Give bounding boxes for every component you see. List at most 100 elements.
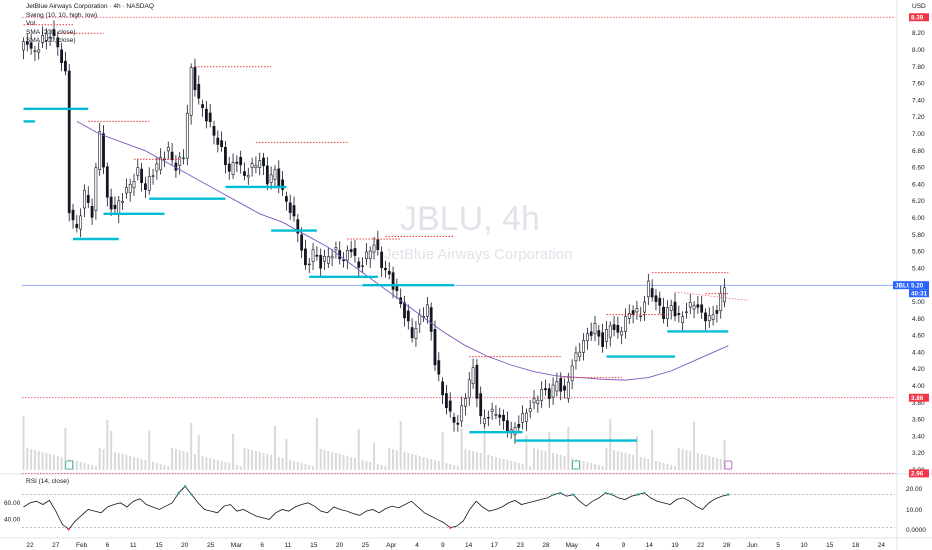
price-tick-label: 5.00 (912, 299, 925, 306)
candle-body (616, 324, 620, 333)
time-tick-label: 4 (415, 542, 419, 549)
volume-bar (567, 427, 570, 470)
price-badge-label: 8.39 (911, 15, 924, 22)
candle-body (406, 310, 410, 322)
volume-bar (277, 457, 280, 470)
volume-bar (106, 420, 109, 470)
volume-bar (380, 465, 383, 470)
candle-body (296, 219, 300, 234)
time-tick-label: 28 (542, 542, 550, 549)
indicator-swing[interactable]: Swing (10, 10, high, low) (26, 11, 98, 19)
price-tick-label: 6.80 (912, 148, 925, 155)
candle-body (711, 314, 715, 320)
candle-body (117, 200, 121, 215)
volume-bar (178, 450, 181, 470)
volume-bar (216, 460, 219, 470)
candle-body (692, 305, 696, 310)
volume-bar (113, 452, 116, 470)
candle-body (563, 385, 566, 391)
volume-bar (121, 454, 124, 470)
candle-body (715, 310, 719, 314)
volume-bar (331, 452, 334, 470)
volume-bar (586, 462, 589, 470)
volume-bar (418, 456, 421, 470)
candle-body (239, 156, 243, 166)
volume-bar (704, 455, 707, 470)
candle-body (204, 108, 208, 122)
time-tick-label: 22 (26, 542, 34, 549)
rsi-overbought-mark (559, 491, 562, 495)
candle-body (639, 315, 643, 318)
volume-bar (647, 459, 650, 470)
price-badge-label: 40:31 (911, 291, 928, 298)
volume-bar (681, 449, 684, 470)
volume-bar (79, 462, 82, 470)
rsi-overbought-mark (177, 491, 180, 495)
volume-bar (323, 450, 326, 470)
candle-body (532, 398, 536, 404)
volume-bar (247, 449, 250, 470)
candle-body (109, 196, 113, 210)
candle-body (471, 367, 475, 384)
volume-bar (49, 454, 52, 470)
price-badge-label: 2.96 (911, 471, 924, 478)
candle-body (673, 301, 677, 317)
candle-body (319, 255, 323, 269)
candle-body (155, 163, 159, 172)
time-tick-label: May (566, 542, 579, 549)
time-tick-label: 25 (362, 542, 370, 549)
candle-body (22, 41, 25, 51)
indicator-sma-100[interactable]: SMA (100, close) (26, 37, 76, 45)
volume-bar (285, 439, 288, 470)
time-tick-label: 19 (671, 542, 679, 549)
volume-bar (30, 449, 33, 470)
rsi-legend[interactable]: RSI (14, close) (26, 478, 69, 485)
volume-bar (677, 448, 680, 470)
volume-bar (449, 464, 452, 470)
volume-bar (613, 450, 616, 470)
volume-bar (384, 466, 387, 470)
volume-bar (437, 461, 440, 470)
volume-bar (460, 428, 463, 470)
indicator-vol[interactable]: Vol (26, 20, 36, 28)
time-tick-label: 9 (622, 542, 626, 549)
time-tick-label: 11 (285, 542, 292, 549)
candle-body (490, 408, 494, 412)
candle-body (631, 310, 635, 315)
candle-body (608, 325, 612, 338)
volume-bar (254, 451, 257, 470)
volume-bar (273, 426, 276, 470)
candle-body (334, 247, 338, 251)
candle-body (361, 265, 364, 267)
candle-body (696, 304, 700, 308)
candle-body (105, 166, 109, 198)
time-tick-label: 23 (517, 542, 525, 549)
price-tick-label: 7.40 (912, 97, 925, 104)
volume-bar (654, 461, 657, 470)
candle-body (227, 163, 231, 172)
price-tick-label: 5.80 (912, 232, 925, 239)
candle-body (582, 340, 585, 353)
candle-body (433, 329, 437, 366)
watermark-name: JetBlue Airways Corporation (384, 246, 573, 263)
price-tick-label: 7.60 (912, 81, 925, 88)
volume-bar (502, 459, 505, 470)
candle-body (513, 426, 517, 435)
price-tick-label: 7.00 (912, 131, 925, 138)
symbol-line[interactable]: JetBlue Airways Corporation · 4h · NASDA… (26, 3, 154, 10)
volume-bar (296, 462, 299, 470)
candle-body (669, 305, 673, 311)
candle-body (414, 328, 418, 339)
currency-label[interactable]: USD (912, 3, 926, 10)
volume-bar (624, 453, 627, 470)
candle-body (700, 304, 704, 313)
volume-bar (186, 452, 189, 470)
candle-body (528, 408, 532, 412)
time-tick-label: Apr (386, 542, 397, 549)
candle-body (612, 324, 616, 330)
volume-bar (228, 463, 231, 470)
indicator-sma-200[interactable]: SMA (200, close) (26, 28, 76, 36)
chart-legend: JetBlue Airways Corporation · 4h · NASDA… (26, 3, 154, 46)
candle-body (48, 36, 52, 39)
